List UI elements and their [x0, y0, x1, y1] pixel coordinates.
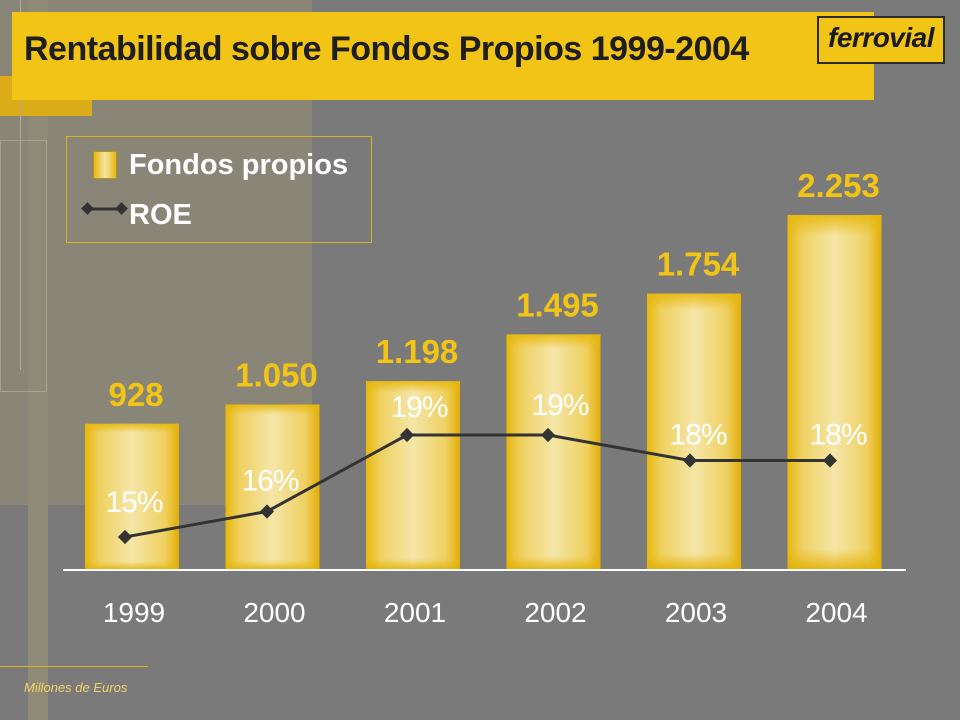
- roe-value-label-2001: 19%: [390, 391, 447, 424]
- bar-value-label-1999: 928: [108, 376, 163, 413]
- bar-value-label-2002: 1.495: [516, 286, 599, 323]
- roe-value-label-2002: 19%: [531, 389, 588, 422]
- bar-value-label-2003: 1.754: [657, 246, 740, 283]
- x-tick-label-2002: 2002: [524, 597, 586, 628]
- bar-shade-2004: [788, 215, 882, 570]
- bar-value-label-2000: 1.050: [235, 357, 318, 394]
- x-tick-label-2003: 2003: [665, 597, 727, 628]
- bar-value-label-2004: 2.253: [797, 167, 880, 204]
- x-tick-label-2001: 2001: [384, 597, 446, 628]
- x-tick-label-2000: 2000: [243, 597, 305, 628]
- bar-shade-2002: [507, 334, 601, 570]
- footer-divider: [0, 666, 148, 667]
- roe-value-label-2004: 18%: [809, 419, 866, 452]
- roe-value-label-2000: 16%: [241, 465, 298, 498]
- roe-value-label-1999: 15%: [105, 486, 162, 519]
- x-tick-label-2004: 2004: [805, 597, 867, 628]
- x-tick-label-1999: 1999: [103, 597, 165, 628]
- roe-value-label-2003: 18%: [669, 419, 726, 452]
- footer-note: Millones de Euros: [24, 680, 127, 695]
- bar-value-label-2001: 1.198: [376, 333, 459, 370]
